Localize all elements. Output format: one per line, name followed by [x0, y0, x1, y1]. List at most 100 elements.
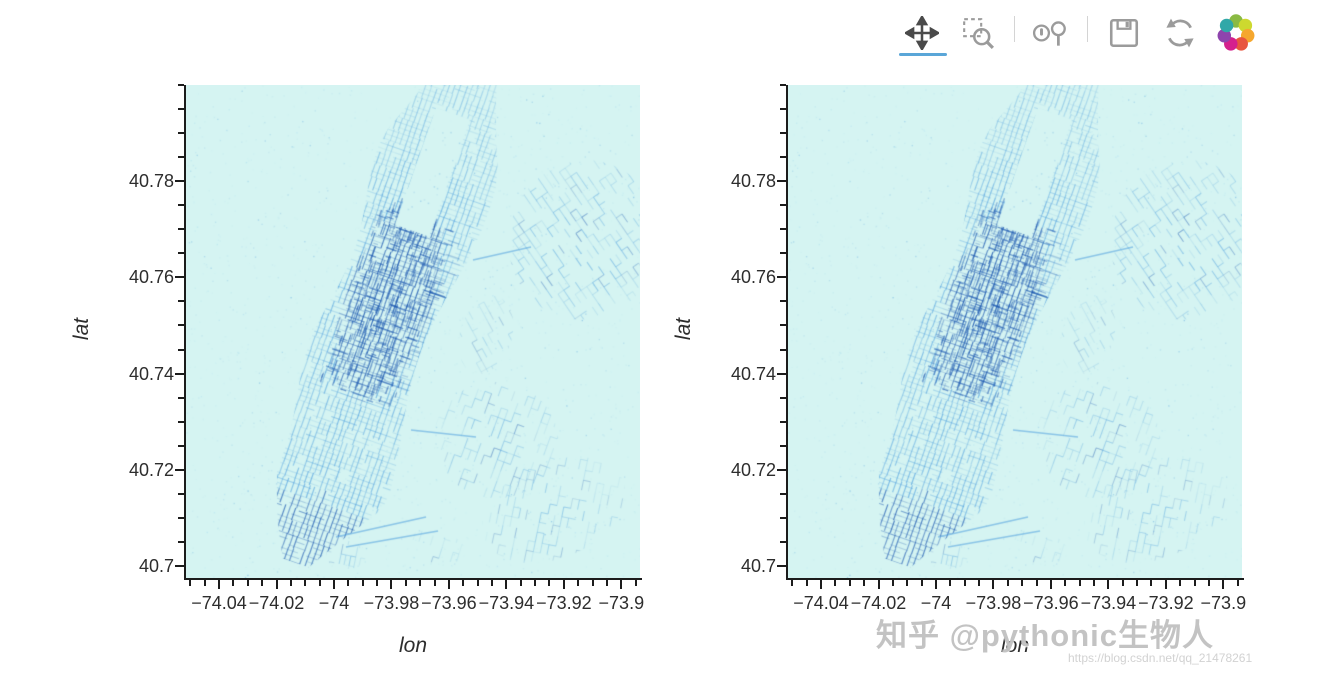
y-tick-minor	[780, 444, 786, 447]
y-tick-minor	[178, 132, 184, 135]
y-tick-minor	[178, 156, 184, 159]
x-tick-minor	[548, 580, 551, 586]
x-tick-minor	[289, 580, 292, 586]
y-tick-minor	[780, 252, 786, 255]
pan-tool[interactable]	[899, 8, 947, 58]
x-tick-minor	[232, 580, 235, 586]
y-tick-label: 40.78	[730, 171, 776, 192]
y-tick-major	[777, 180, 786, 183]
x-tick-minor	[863, 580, 866, 586]
x-tick-major	[447, 580, 450, 589]
x-tick-minor	[1236, 580, 1239, 586]
x-tick-label: −73.92	[536, 593, 592, 613]
wheel-zoom-tool[interactable]	[1031, 8, 1071, 58]
y-tick-minor	[178, 444, 184, 447]
y-tick-minor	[780, 156, 786, 159]
x-tick-minor	[519, 580, 522, 586]
y-tick-label: 40.76	[128, 267, 174, 288]
x-tick-major	[1164, 580, 1167, 589]
x-tick-label: −74.02	[248, 593, 305, 613]
y-tick-minor	[178, 420, 184, 423]
x-tick-label: −74	[920, 593, 952, 613]
x-tick-label: −74.02	[850, 593, 907, 613]
y-tick-minor	[780, 204, 786, 207]
box-zoom-tool[interactable]	[958, 8, 998, 58]
y-axis-line	[184, 85, 186, 580]
x-tick-major	[218, 580, 221, 589]
y-tick-minor	[178, 228, 184, 231]
y-tick-minor	[780, 348, 786, 351]
y-axis-label: lat	[672, 317, 695, 341]
x-tick-minor	[920, 580, 923, 586]
y-tick-label: 40.76	[730, 267, 776, 288]
y-tick-label: 40.74	[730, 363, 776, 384]
y-tick-minor	[178, 252, 184, 255]
box-zoom-magnifier-icon	[963, 18, 995, 50]
y-tick-major	[175, 276, 184, 279]
y-tick-minor	[780, 396, 786, 399]
toolbar-divider	[1014, 16, 1015, 42]
x-tick-minor	[246, 580, 249, 586]
plot-toolbar	[899, 8, 1256, 58]
figure-left: lat lon 40.7 40.72 40.74 40.76 40.78 −74.04 −7…	[70, 84, 644, 657]
y-tick-minor	[780, 228, 786, 231]
x-tick-minor	[491, 580, 494, 586]
x-tick-label: −73.98	[363, 593, 420, 613]
save-floppy-icon	[1109, 18, 1139, 48]
y-axis-label: lat	[70, 317, 93, 341]
x-tick-minor	[433, 580, 436, 586]
x-tick-major	[562, 580, 565, 589]
x-tick-major	[1107, 580, 1110, 589]
x-tick-minor	[978, 580, 981, 586]
x-tick-minor	[318, 580, 321, 586]
x-tick-minor	[1193, 580, 1196, 586]
y-tick-label: 40.7	[138, 555, 174, 576]
x-axis-label: lon	[1000, 634, 1030, 657]
y-tick-minor	[178, 204, 184, 207]
density-plot-left[interactable]	[186, 85, 640, 578]
density-plot-right[interactable]	[788, 85, 1242, 578]
x-tick-major	[1222, 580, 1225, 589]
x-tick-minor	[634, 580, 637, 586]
x-tick-minor	[949, 580, 952, 586]
wheel-zoom-icon	[1032, 21, 1066, 46]
x-tick-label: −73.9	[598, 593, 645, 613]
save-tool[interactable]	[1104, 8, 1144, 58]
x-axis-line	[184, 578, 642, 580]
x-tick-minor	[1150, 580, 1153, 586]
x-tick-label: −73.92	[1138, 593, 1194, 613]
bokeh-logo[interactable]	[1216, 8, 1256, 58]
y-axis-line	[786, 85, 788, 580]
y-tick-major	[175, 564, 184, 567]
reset-arrows-icon	[1166, 18, 1194, 48]
bokeh-logo-icon	[1217, 14, 1255, 51]
x-tick-minor	[1136, 580, 1139, 586]
y-tick-minor	[780, 132, 786, 135]
y-tick-minor	[178, 348, 184, 351]
x-tick-minor	[419, 580, 422, 586]
x-tick-major	[877, 580, 880, 589]
x-tick-minor	[577, 580, 580, 586]
x-tick-label: −74.04	[191, 593, 247, 613]
y-tick-major	[175, 468, 184, 471]
x-tick-minor	[462, 580, 465, 586]
y-tick-minor	[780, 108, 786, 111]
y-tick-minor	[780, 516, 786, 519]
x-tick-minor	[189, 580, 192, 586]
y-tick-minor	[178, 324, 184, 327]
active-tool-underline	[899, 53, 947, 56]
y-tick-label: 40.78	[128, 171, 174, 192]
x-tick-minor	[203, 580, 206, 586]
x-tick-major	[505, 580, 508, 589]
x-tick-minor	[1121, 580, 1124, 586]
x-tick-label: −74	[318, 593, 350, 613]
y-tick-minor	[178, 396, 184, 399]
x-tick-label: −74.04	[793, 593, 849, 613]
reset-tool[interactable]	[1160, 8, 1200, 58]
x-tick-minor	[834, 580, 837, 586]
x-tick-minor	[963, 580, 966, 586]
toolbar-divider	[1087, 16, 1088, 42]
y-tick-label: 40.72	[128, 459, 174, 480]
x-tick-minor	[906, 580, 909, 586]
pan-arrows-icon	[905, 16, 939, 50]
